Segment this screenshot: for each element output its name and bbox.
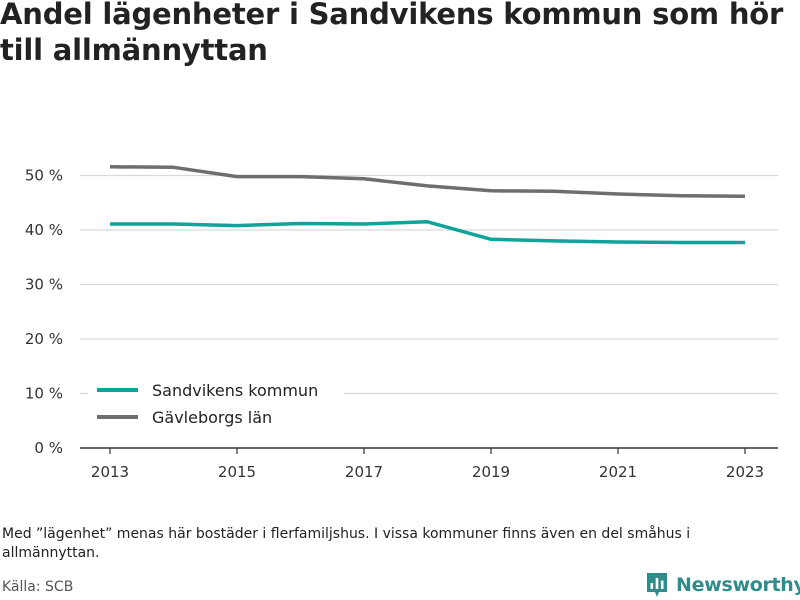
- x-tick-label: 2015: [218, 463, 256, 481]
- legend-label: Sandvikens kommun: [152, 381, 318, 400]
- series-line-0: [110, 220, 745, 245]
- x-tick-label: 2017: [345, 463, 383, 481]
- series-line-1: [109, 165, 746, 198]
- y-tick-label: 20 %: [25, 330, 63, 348]
- x-tick-label: 2023: [726, 463, 764, 481]
- newsworthy-logo-icon: [647, 573, 667, 597]
- y-tick-label: 30 %: [25, 276, 63, 294]
- x-tick-label: 2021: [599, 463, 637, 481]
- gridlines: [80, 174, 778, 395]
- footnote: Med ”lägenhet” menas här bostäder i fler…: [2, 526, 691, 561]
- legend-background: [88, 372, 344, 434]
- x-tick-label: 2013: [91, 463, 129, 481]
- brand-name: Newsworthy: [676, 574, 800, 596]
- legend: Sandvikens kommun Gävleborgs län: [88, 372, 344, 434]
- line-chart: 0 % 10 % 20 % 30 % 40 % 50 % 2013 2015 2017 2019…: [25, 165, 778, 481]
- y-tick-label: 0 %: [34, 439, 63, 457]
- series-lines: [109, 165, 746, 245]
- x-axis: 2013 2015 2017 2019 2021 2023: [80, 447, 778, 481]
- brand-logo[interactable]: Newsworthy: [645, 570, 800, 600]
- y-tick-label: 50 %: [25, 167, 63, 185]
- legend-label: Gävleborgs län: [152, 408, 272, 427]
- y-tick-label: 40 %: [25, 221, 63, 239]
- y-axis: 0 % 10 % 20 % 30 % 40 % 50 %: [25, 167, 63, 458]
- chart-title: Andel lägenheter i Sandvikens kommun som…: [0, 0, 784, 67]
- y-tick-label: 10 %: [25, 385, 63, 403]
- source-label: Källa: SCB: [2, 579, 74, 595]
- x-tick-label: 2019: [472, 463, 510, 481]
